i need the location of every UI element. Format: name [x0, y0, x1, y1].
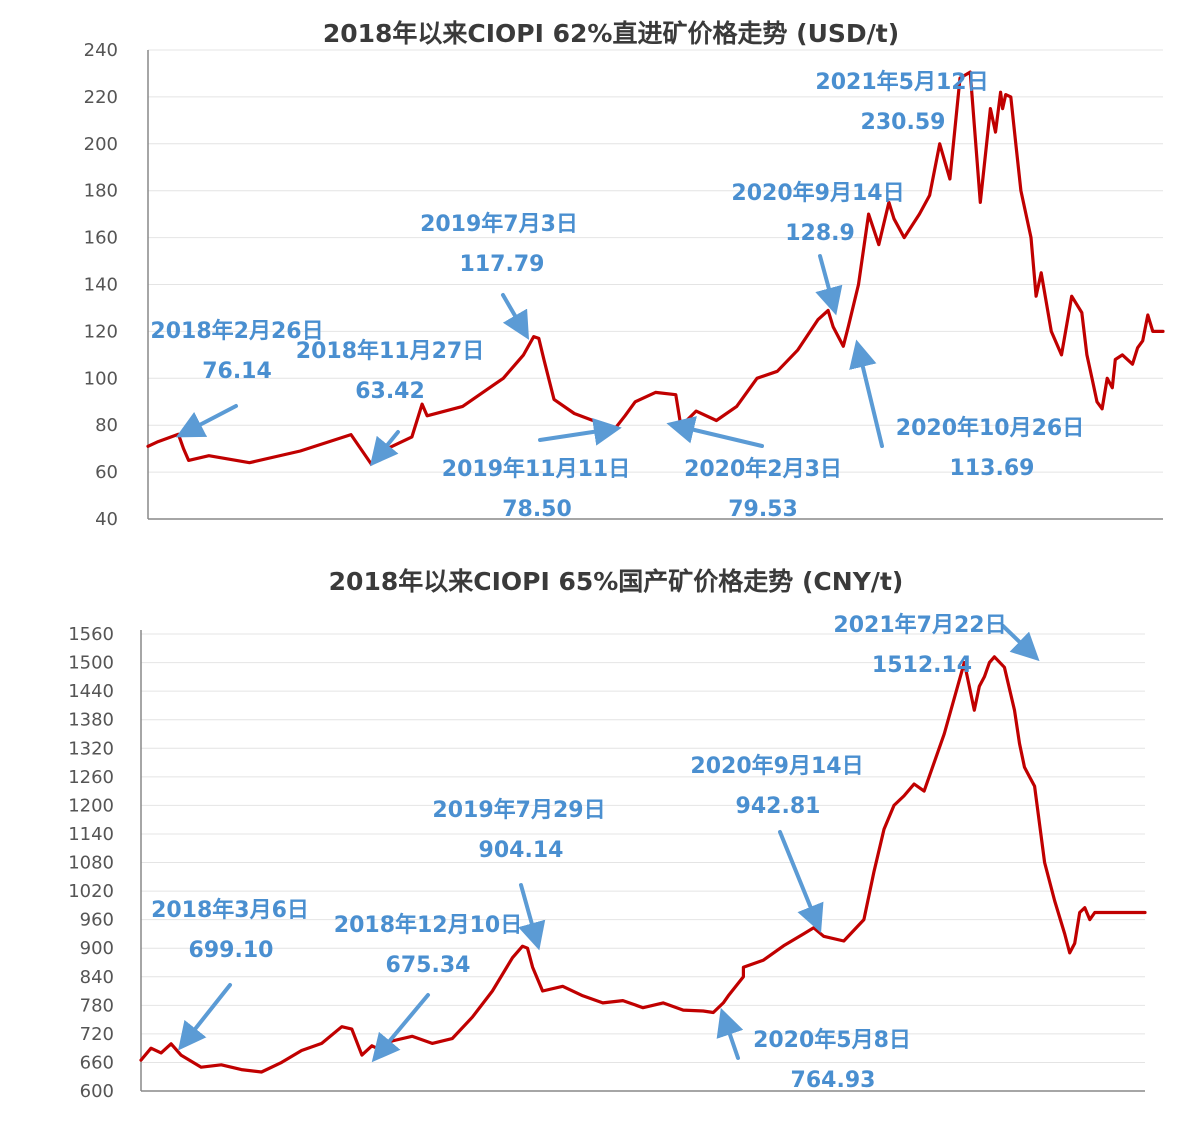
annotation-arrow — [778, 830, 824, 933]
y-tick-label: 80 — [95, 415, 118, 436]
y-tick-label: 1020 — [68, 881, 114, 902]
y-tick-label: 1440 — [68, 681, 114, 702]
annotation-date: 2018年12月10日 — [334, 912, 522, 938]
annotation-date: 2020年9月14日 — [731, 180, 904, 206]
y-tick-label: 1140 — [68, 824, 114, 845]
y-gridlines — [141, 633, 1145, 1063]
y-tick-label: 720 — [80, 1024, 114, 1045]
annotation-value: 79.53 — [728, 497, 798, 522]
annotation-date: 2019年7月3日 — [420, 211, 578, 237]
y-tick-label: 780 — [80, 995, 114, 1016]
annotation-date: 2018年3月6日 — [151, 897, 309, 923]
y-tick-label: 840 — [80, 967, 114, 988]
annotation-arrow — [501, 293, 530, 340]
y-tick-label: 140 — [84, 275, 118, 296]
y-tick-label: 960 — [80, 910, 114, 931]
chart-title: 2018年以来CIOPI 62%直进矿价格走势 (USD/t) — [323, 19, 899, 48]
annotation-arrow — [849, 339, 884, 448]
y-tick-labels: 1560 1500 1440 1380 1320 1260 1200 1140 1080 1020… — [68, 624, 114, 1102]
annotation-value: 230.59 — [861, 110, 946, 135]
annotation-date: 2020年2月3日 — [684, 456, 842, 482]
annotation-value: 128.9 — [785, 221, 855, 246]
annotation-value: 76.14 — [202, 359, 272, 384]
y-tick-label: 200 — [84, 134, 118, 155]
annotation-value: 675.34 — [386, 953, 471, 978]
annotation-date: 2018年11月27日 — [296, 338, 484, 364]
y-tick-label: 1320 — [68, 738, 114, 759]
y-tick-label: 180 — [84, 181, 118, 202]
annotation-date: 2019年7月29日 — [432, 797, 605, 823]
y-tick-label: 1080 — [68, 853, 114, 874]
annotation-arrow — [1001, 624, 1040, 662]
annotation-value: 117.79 — [460, 252, 545, 277]
annotation-value: 113.69 — [950, 456, 1035, 481]
y-tick-label: 160 — [84, 228, 118, 249]
y-tick-label: 1260 — [68, 767, 114, 788]
y-tick-label: 120 — [84, 321, 118, 342]
annotation-arrow — [666, 416, 764, 448]
annotation-date: 2018年2月26日 — [150, 318, 323, 344]
annotation-date: 2021年7月22日 — [833, 612, 1006, 638]
annotation-arrow — [538, 417, 622, 446]
annotation-date: 2019年11月11日 — [442, 456, 630, 482]
y-tick-label: 240 — [84, 40, 118, 61]
y-tick-label: 40 — [95, 509, 118, 530]
annotation-arrow — [518, 883, 546, 951]
annotation-value: 904.14 — [479, 838, 564, 863]
y-tick-label: 60 — [95, 462, 118, 483]
annotation-date: 2021年5月12日 — [815, 69, 988, 95]
annotation-date: 2020年9月14日 — [690, 753, 863, 779]
y-tick-label: 100 — [84, 368, 118, 389]
y-tick-label: 1560 — [68, 624, 114, 645]
chart-bottom: 2018年以来CIOPI 65%国产矿价格走势 (CNY/t) 1560 1500… — [68, 567, 1147, 1102]
annotation-value: 764.93 — [791, 1068, 876, 1093]
annotation-arrow — [369, 430, 400, 467]
y-tick-label: 1380 — [68, 710, 114, 731]
annotation-arrow — [716, 1007, 744, 1060]
annotation-value: 699.10 — [189, 938, 274, 963]
y-tick-label: 600 — [80, 1081, 114, 1102]
annotation-value: 78.50 — [502, 497, 572, 522]
y-tick-label: 220 — [84, 87, 118, 108]
y-tick-label: 660 — [80, 1052, 114, 1073]
y-tick-label: 1200 — [68, 795, 114, 816]
annotation-value: 942.81 — [736, 794, 821, 819]
price-line-65 — [139, 655, 1147, 1074]
annotation-value: 1512.14 — [872, 653, 972, 678]
y-tick-labels: 240 220 200 180 160 140 120 100 80 60 40 — [84, 40, 118, 530]
annotation-arrow — [175, 404, 238, 438]
annotation-date: 2020年10月26日 — [896, 415, 1084, 441]
chart-top: 2018年以来CIOPI 62%直进矿价格走势 (USD/t) 240 220 20… — [84, 19, 1165, 530]
chart-title: 2018年以来CIOPI 65%国产矿价格走势 (CNY/t) — [329, 567, 904, 596]
y-tick-label: 1500 — [68, 653, 114, 674]
annotation-arrow — [815, 254, 843, 316]
y-gridlines — [148, 49, 1163, 473]
y-tick-label: 900 — [80, 938, 114, 959]
price-line-62 — [146, 70, 1165, 466]
annotation-arrow — [178, 983, 232, 1051]
annotation-arrow — [371, 993, 430, 1063]
annotation-date: 2020年5月8日 — [753, 1027, 911, 1053]
annotation-value: 63.42 — [355, 379, 425, 404]
